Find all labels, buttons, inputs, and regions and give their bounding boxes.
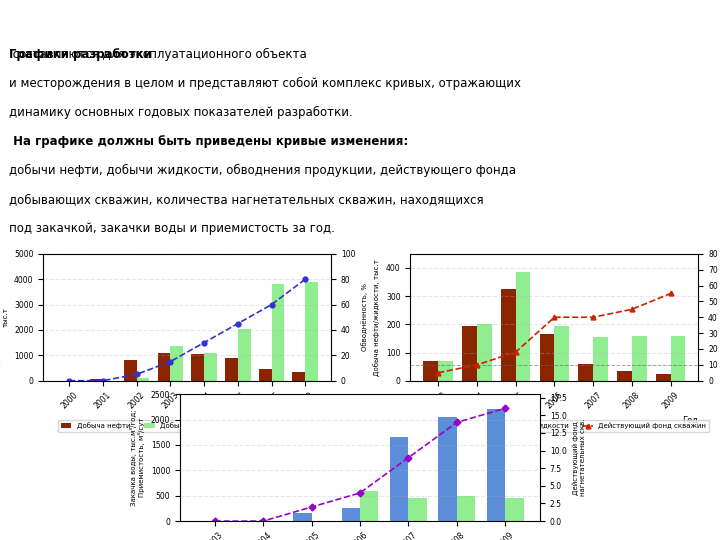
Bar: [390, 437, 408, 521]
Bar: [90, 380, 103, 381]
X-axis label: Лет: Лет: [315, 416, 331, 425]
Добыча фонда скважин: [452, 419, 461, 426]
Действующий фонд скважин: [434, 369, 443, 376]
Y-axis label: Действующий фонд
нагнетательных скв.: Действующий фонд нагнетательных скв.: [572, 419, 586, 496]
Bar: [501, 289, 516, 381]
Обводнённость: [199, 339, 208, 346]
Действующий фонд скважин: [628, 306, 636, 313]
Bar: [158, 353, 171, 381]
Добыча фонда скважин: [210, 518, 219, 524]
Добыча фонда скважин: [307, 504, 316, 510]
Обводнённость: [99, 377, 107, 384]
Text: под закачкой, закачки воды и приемистость за год.: под закачкой, закачки воды и приемистост…: [9, 222, 335, 235]
Действующий фонд скважин: [550, 314, 559, 320]
Bar: [292, 372, 305, 381]
Bar: [258, 369, 271, 381]
X-axis label: Год: Год: [683, 416, 698, 425]
Bar: [305, 282, 318, 381]
Y-axis label: Добыча нефти/жидкости, тыс.т: Добыча нефти/жидкости, тыс.т: [374, 259, 380, 376]
Добыча фонда скважин: [259, 518, 268, 524]
Bar: [540, 334, 554, 381]
Bar: [171, 347, 183, 381]
Обводнённость: [65, 377, 73, 384]
Bar: [477, 325, 492, 381]
Bar: [4, 3, 19, 26]
Bar: [438, 361, 453, 381]
Text: добывающих скважин, количества нагнетательных скважин, находящихся: добывающих скважин, количества нагнетате…: [9, 193, 483, 206]
Bar: [293, 514, 312, 521]
Bar: [204, 353, 217, 381]
Действующий фонд скважин: [589, 314, 598, 320]
Bar: [578, 364, 593, 381]
Bar: [554, 326, 569, 381]
Bar: [423, 361, 438, 381]
Text: составляются для эксплуатационного объекта: составляются для эксплуатационного объек…: [9, 48, 307, 60]
Действующий фонд скважин: [511, 349, 520, 355]
Действующий фонд скважин: [472, 362, 481, 368]
Y-axis label: Закачка воды, тыс.м³/год;
Приемистость, м³/сут: Закачка воды, тыс.м³/год; Приемистость, …: [130, 409, 145, 506]
Line: Обводнённость: Обводнённость: [67, 276, 307, 383]
Обводнённость: [132, 371, 141, 377]
Bar: [505, 498, 523, 521]
Bar: [516, 272, 531, 381]
Y-axis label: Добыча нефти, жидкости,
тыс.т: Добыча нефти, жидкости, тыс.т: [0, 269, 9, 366]
Bar: [271, 284, 284, 381]
Добыча фонда скважин: [501, 405, 510, 411]
Text: Графики разработки: Графики разработки: [9, 48, 151, 60]
Text: динамику основных годовых показателей разработки.: динамику основных годовых показателей ра…: [9, 106, 352, 119]
Bar: [341, 509, 360, 521]
Bar: [670, 335, 685, 381]
Line: Добыча фонда скважин: Добыча фонда скважин: [212, 406, 508, 524]
Text: На графике должны быть приведены кривые изменения:: На графике должны быть приведены кривые …: [9, 135, 408, 148]
Bar: [617, 371, 632, 381]
Legend: Добыча нефти, Добыча жидкости, Обводнённость: Добыча нефти, Добыча жидкости, Обводнённ…: [58, 420, 316, 432]
Обводнённость: [267, 301, 276, 308]
Bar: [192, 354, 204, 381]
Text: добычи нефти, добычи жидкости, обводнения продукции, действующего фонда: добычи нефти, добычи жидкости, обводнени…: [9, 164, 516, 177]
Legend: Добыча нефти, Добыча жидкости, Действующий фонд скважин: Добыча нефти, Добыча жидкости, Действующ…: [400, 420, 709, 432]
Bar: [593, 337, 608, 381]
Обводнённость: [301, 276, 310, 282]
Обводнённость: [233, 320, 242, 327]
Bar: [632, 335, 647, 381]
Line: Действующий фонд скважин: Действующий фонд скважин: [436, 291, 673, 375]
Bar: [137, 378, 150, 381]
Bar: [225, 358, 238, 381]
Обводнённость: [166, 359, 175, 365]
Y-axis label: Обводнённость, %: Обводнённость, %: [361, 284, 368, 351]
Добыча фонда скважин: [356, 490, 364, 496]
Bar: [360, 491, 379, 521]
Действующий фонд скважин: [666, 290, 675, 296]
Bar: [124, 360, 137, 381]
Bar: [438, 417, 456, 521]
Text: и месторождения в целом и представляют собой комплекс кривых, отражающих: и месторождения в целом и представляют с…: [9, 77, 521, 90]
Bar: [408, 498, 427, 521]
Bar: [656, 374, 670, 381]
Bar: [487, 409, 505, 521]
Bar: [462, 326, 477, 381]
Bar: [456, 496, 475, 521]
Bar: [238, 329, 251, 381]
Добыча фонда скважин: [404, 455, 413, 461]
